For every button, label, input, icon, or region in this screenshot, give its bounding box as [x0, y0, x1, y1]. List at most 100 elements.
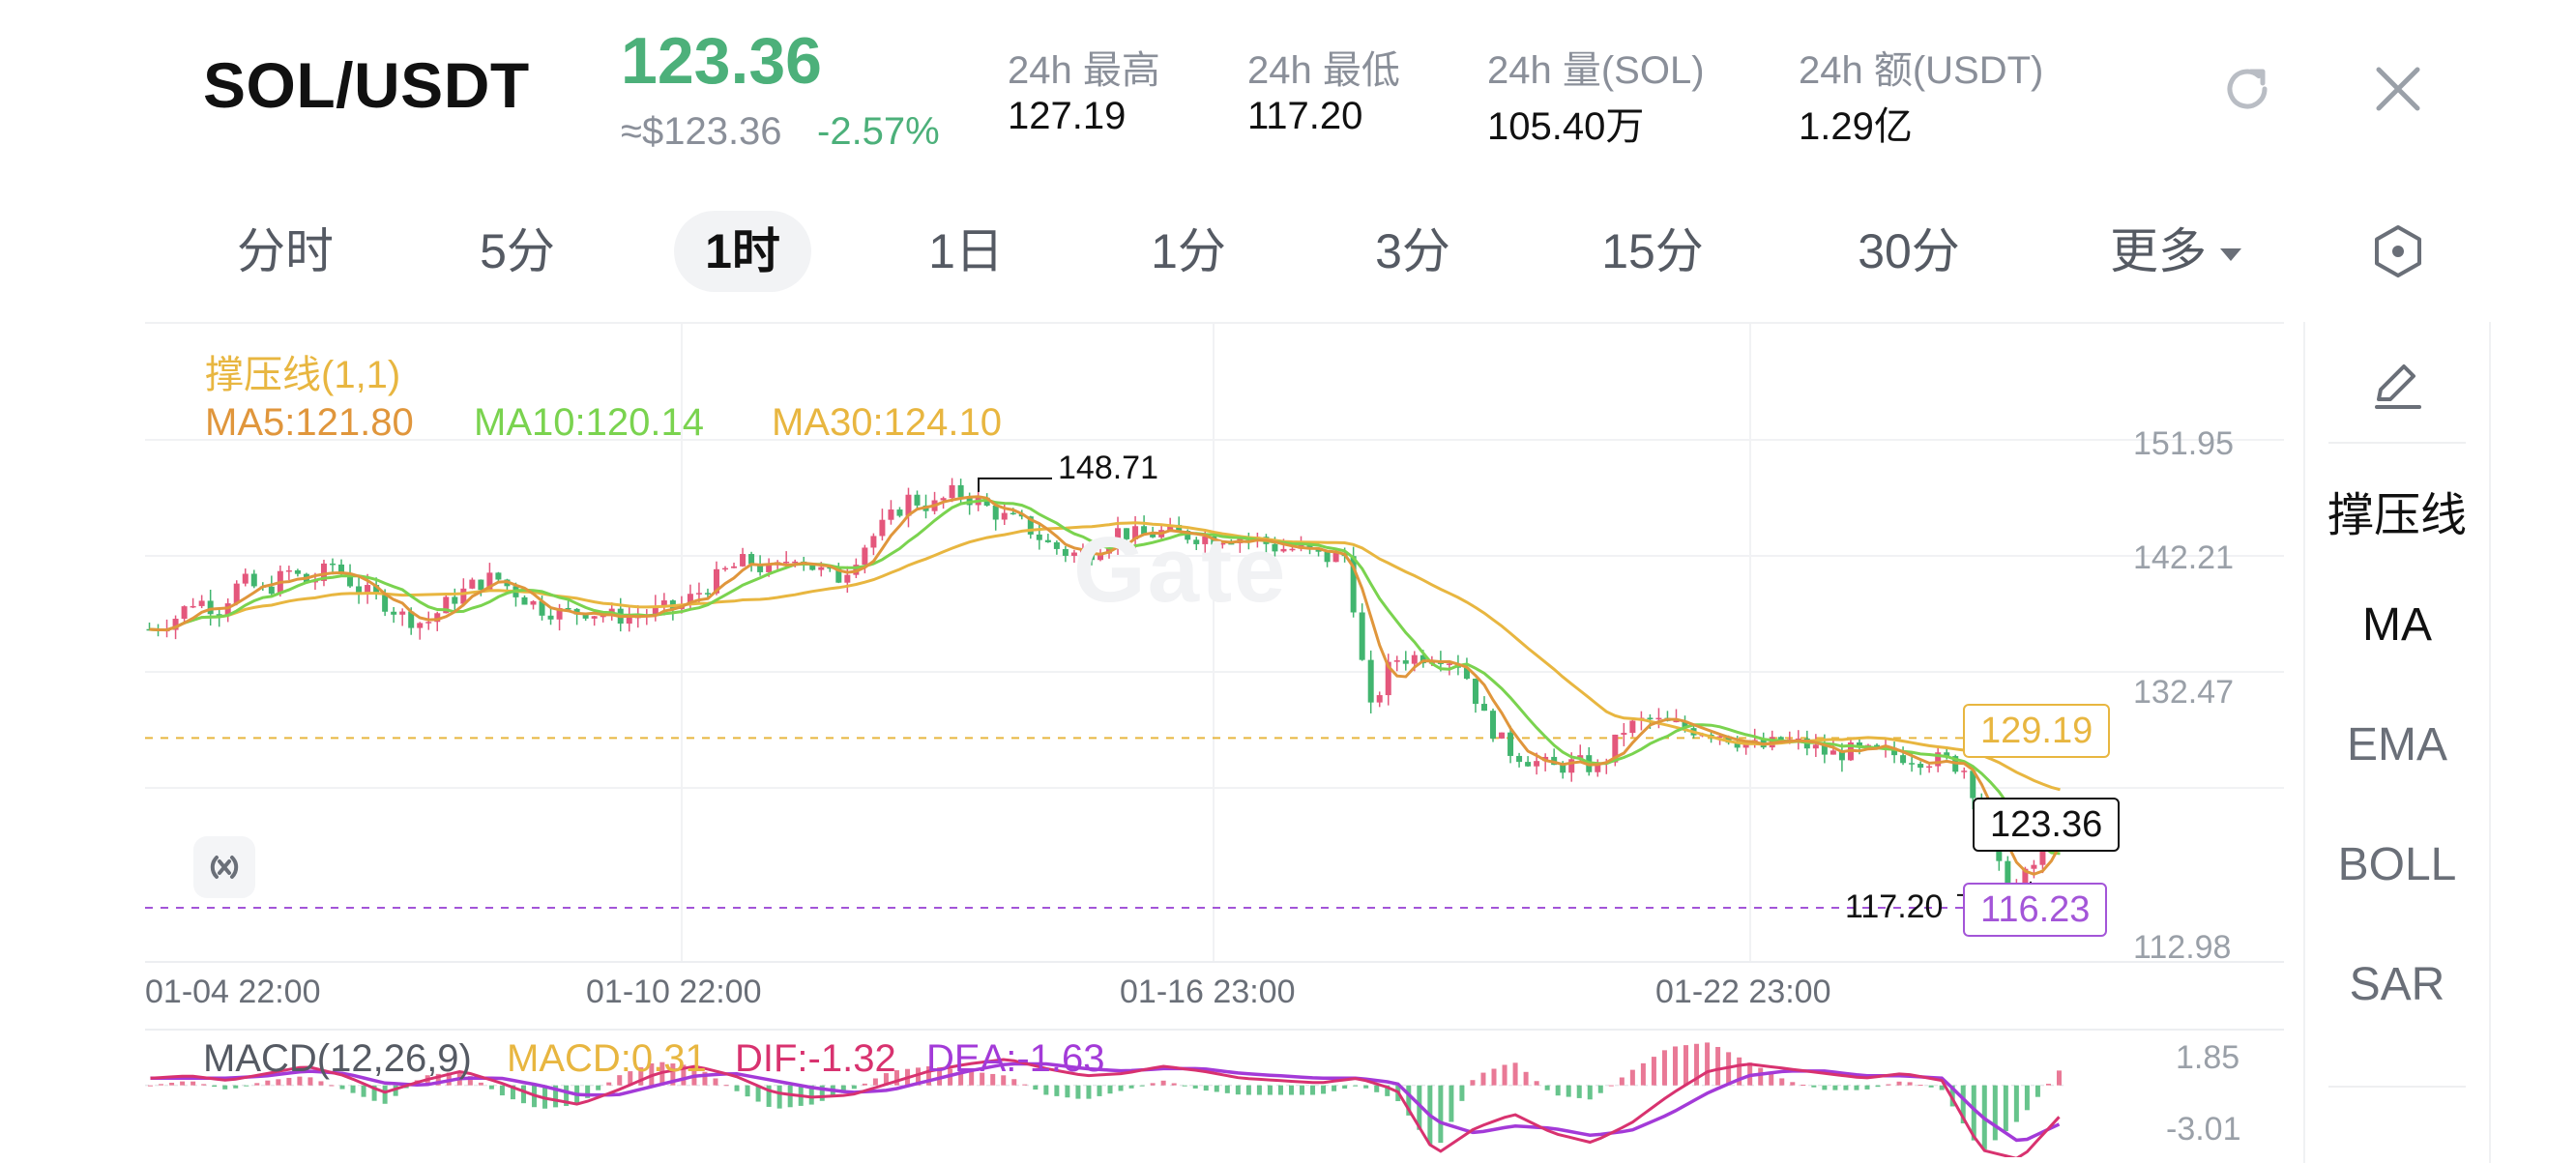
candle-body — [1315, 548, 1322, 552]
macd-histogram-bar — [1385, 1085, 1390, 1096]
macd-histogram-bar — [350, 1085, 356, 1093]
macd-histogram-bar — [596, 1085, 601, 1090]
macd-histogram-bar — [1555, 1085, 1561, 1096]
candle-body — [957, 484, 964, 498]
candle-body — [1420, 654, 1426, 664]
resistance-price-tag[interactable]: 116.23 — [1963, 883, 2108, 937]
candle-body — [1856, 742, 1862, 747]
tab-15m[interactable]: 15分 — [1601, 224, 1704, 278]
hexagon-settings-icon[interactable] — [2359, 213, 2437, 290]
macd-histogram-bar — [244, 1085, 249, 1087]
macd-histogram-bar — [1790, 1082, 1796, 1086]
candle-body — [896, 509, 903, 516]
candle-body — [1490, 711, 1497, 739]
candle-body — [1062, 548, 1068, 556]
macd-histogram-bar — [1800, 1084, 1806, 1086]
candle-body — [1909, 763, 1916, 765]
candle-body — [1332, 552, 1339, 563]
support-price-tag[interactable]: 129.19 — [1963, 704, 2111, 758]
refresh-icon[interactable] — [2209, 50, 2286, 128]
tab-30m[interactable]: 30分 — [1858, 224, 1960, 278]
ma30-line — [149, 521, 2061, 792]
candle-body — [1385, 661, 1391, 696]
candle-body — [573, 608, 580, 615]
candle-body — [2031, 864, 2037, 869]
candle-body — [1926, 766, 1933, 769]
candle-body — [1838, 750, 1845, 761]
indicator-ma[interactable]: MA — [2362, 599, 2432, 651]
tab-timeline[interactable]: 分时 — [237, 224, 334, 278]
candle-body — [1097, 553, 1103, 561]
candle-body — [1150, 534, 1156, 538]
macd-histogram-bar — [564, 1085, 570, 1107]
macd-histogram-bar — [1651, 1057, 1656, 1086]
macd-histogram-bar — [681, 1064, 687, 1086]
tab-1m[interactable]: 1分 — [1151, 224, 1226, 278]
macd-histogram-bar — [1544, 1085, 1550, 1090]
low-marker-label: 117.20 — [1845, 888, 1944, 925]
chart-area[interactable]: 撑压线(1,1) MA5:121.80 MA10:120.14 MA30:124… — [145, 322, 2284, 1157]
candle-body — [1568, 759, 1575, 773]
indicator-sar[interactable]: SAR — [2349, 959, 2445, 1010]
macd-histogram-bar — [1406, 1085, 1412, 1116]
ma10-line — [149, 498, 2061, 856]
indicator-support-resistance[interactable]: 撑压线 — [2327, 490, 2467, 541]
macd-histogram-bar — [2056, 1070, 2062, 1086]
macd-histogram-bar — [1661, 1050, 1667, 1086]
candle-body — [320, 563, 327, 581]
macd-histogram-bar — [361, 1085, 366, 1097]
macd-histogram-bar — [1086, 1085, 1092, 1099]
macd-histogram-bar — [1811, 1085, 1817, 1088]
candle-body — [1935, 752, 1942, 767]
auto-scale-icon[interactable] — [193, 836, 255, 898]
macd-histogram-bar — [180, 1081, 186, 1086]
candle-body — [1289, 548, 1296, 551]
tab-5m[interactable]: 5分 — [480, 224, 555, 278]
macd-histogram-bar — [1619, 1077, 1625, 1086]
tab-1d[interactable]: 1日 — [928, 224, 1004, 278]
macd-histogram-bar — [840, 1085, 846, 1093]
tab-more[interactable]: 更多 — [2089, 211, 2263, 292]
candle-body — [1115, 528, 1122, 545]
macd-histogram-bar — [510, 1085, 515, 1100]
indicator-ema[interactable]: EMA — [2346, 719, 2447, 770]
macd-histogram-bar — [329, 1085, 335, 1087]
macd-histogram-bar — [1822, 1085, 1828, 1090]
macd-histogram-bar — [1694, 1043, 1700, 1086]
macd-histogram-bar — [1971, 1085, 1976, 1141]
legend-ma5: MA5:121.80 — [205, 401, 414, 444]
y-tick-2: 142.21 — [2133, 539, 2234, 576]
tab-1h[interactable]: 1时 — [674, 211, 811, 292]
macd-histogram-bar — [1896, 1081, 1902, 1086]
candle-body — [434, 613, 441, 623]
x-tick-2: 01-10 22:00 — [586, 974, 762, 1010]
macd-histogram-bar — [1566, 1085, 1571, 1097]
candle-body — [940, 498, 947, 501]
candle-body — [1917, 764, 1924, 769]
candle-body — [1795, 738, 1801, 741]
close-icon[interactable] — [2359, 50, 2437, 128]
macd-histogram-bar — [1854, 1085, 1859, 1090]
pencil-icon[interactable] — [2365, 353, 2429, 417]
candle-body — [748, 554, 755, 565]
macd-tick-top: 1.85 — [2176, 1039, 2240, 1076]
macd-histogram-bar — [1875, 1085, 1881, 1088]
macd-histogram-bar — [1139, 1085, 1145, 1087]
candle-body — [1612, 734, 1619, 763]
tab-3m[interactable]: 3分 — [1375, 224, 1450, 278]
watermark-logo: Gate — [1073, 518, 1288, 622]
usd-price: ≈$123.36 — [621, 110, 782, 153]
indicator-boll[interactable]: BOLL — [2337, 839, 2457, 890]
macd-histogram-bar — [499, 1085, 505, 1096]
macd-histogram-bar — [617, 1075, 623, 1086]
x-tick-4: 01-22 23:00 — [1655, 974, 1831, 1010]
macd-histogram-bar — [1203, 1085, 1209, 1091]
candle-body — [1508, 732, 1514, 756]
macd-histogram-bar — [990, 1073, 996, 1086]
stat-amount-value: 1.29亿 — [1799, 105, 1913, 148]
macd-histogram-bar — [1214, 1085, 1219, 1092]
macd-histogram-bar — [1267, 1085, 1273, 1095]
candle-body — [408, 611, 415, 628]
macd-histogram-bar — [1470, 1080, 1476, 1086]
x-tick-3: 01-16 23:00 — [1120, 974, 1296, 1010]
